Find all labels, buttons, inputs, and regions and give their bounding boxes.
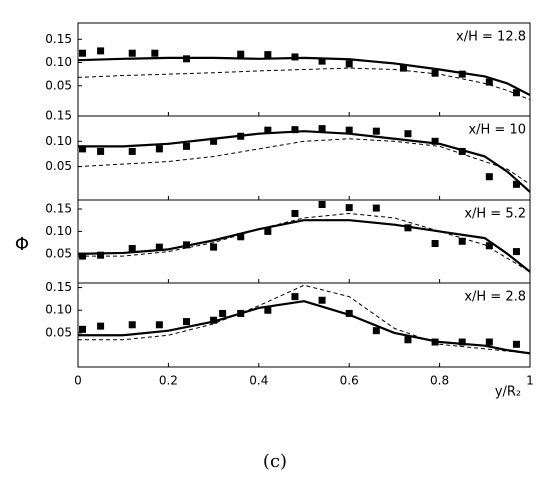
solid-line [78, 300, 531, 355]
data-point [237, 50, 245, 58]
data-point [345, 309, 353, 317]
data-point [97, 251, 105, 259]
data-point [97, 147, 105, 155]
x-tick-label: 1 [526, 374, 534, 388]
panel-frame [77, 115, 531, 201]
data-point [345, 60, 353, 68]
data-point [264, 51, 272, 59]
data-point [291, 293, 299, 301]
data-point [264, 306, 272, 314]
x-tick-label: 0.6 [340, 374, 359, 388]
y-axis-label: Φ [15, 234, 29, 255]
data-point [399, 64, 407, 72]
solid-line [78, 130, 531, 193]
annotation: x/H = 10 [468, 123, 526, 138]
data-point [155, 243, 163, 251]
data-point [318, 125, 326, 133]
data-point [404, 130, 412, 138]
y-tick-label: 0.15 [45, 109, 72, 123]
data-point [318, 200, 326, 208]
data-point [264, 227, 272, 235]
data-point [128, 244, 136, 252]
data-point [345, 204, 353, 212]
annotation: x/H = 12.8 [456, 30, 526, 45]
y-tick-label: 0.05 [45, 159, 72, 173]
x-tick-label: 0.4 [249, 374, 268, 388]
data-point [155, 321, 163, 329]
data-point [210, 243, 218, 251]
data-point [128, 321, 136, 329]
data-point [291, 209, 299, 217]
y-tick-label: 0.05 [45, 78, 72, 92]
data-point [210, 137, 218, 145]
y-tick-label: 0.15 [45, 32, 72, 46]
data-point [97, 322, 105, 330]
data-point [264, 126, 272, 134]
dashed-line [78, 212, 531, 273]
data-point [128, 147, 136, 155]
data-point [512, 248, 520, 256]
y-tick-label: 0.10 [45, 55, 72, 69]
data-point [372, 127, 380, 135]
x-tick-label: 0 [74, 374, 82, 388]
data-point [458, 338, 466, 346]
data-point [485, 338, 493, 346]
data-point [151, 49, 159, 57]
data-point [485, 242, 493, 250]
data-point [458, 147, 466, 155]
data-point [512, 180, 520, 188]
x-tick-label: 0.2 [159, 374, 178, 388]
data-point [237, 233, 245, 241]
data-point [291, 53, 299, 61]
panel-frame [77, 282, 531, 368]
annotation: x/H = 5.2 [464, 207, 526, 222]
data-point [431, 240, 439, 248]
data-point [404, 224, 412, 232]
y-tick-label: 0.05 [45, 325, 72, 339]
data-point [512, 340, 520, 348]
data-point [128, 49, 136, 57]
data-point [458, 237, 466, 245]
data-point [404, 336, 412, 344]
data-point [79, 252, 87, 260]
data-point [485, 173, 493, 181]
data-point [372, 327, 380, 335]
data-point [318, 296, 326, 304]
data-point [431, 137, 439, 145]
y-tick-label: 0.15 [45, 201, 72, 215]
dashed-line [77, 67, 531, 101]
y-tick-label: 0.10 [45, 224, 72, 238]
dashed-line [77, 138, 531, 185]
y-tick-label: 0.05 [45, 246, 72, 260]
caption: (c) [263, 451, 287, 472]
data-point [485, 78, 493, 86]
data-point [458, 70, 466, 78]
data-point [345, 126, 353, 134]
dashed-line [78, 284, 531, 354]
y-tick-label: 0.15 [45, 280, 72, 294]
data-point [97, 47, 105, 55]
data-point [182, 142, 190, 150]
data-point [210, 316, 218, 324]
data-point [79, 325, 87, 333]
data-point [219, 309, 227, 317]
data-point [182, 318, 190, 326]
y-tick-label: 0.10 [45, 303, 72, 317]
data-point [79, 49, 87, 57]
data-point [512, 89, 520, 97]
annotation: x/H = 2.8 [464, 290, 526, 305]
data-point [155, 145, 163, 153]
data-point [79, 145, 87, 153]
data-point [372, 204, 380, 212]
x-axis-label: y/R₂ [495, 385, 521, 400]
solid-line [77, 219, 531, 273]
y-tick-label: 0.10 [45, 134, 72, 148]
solid-line [77, 56, 531, 97]
data-point [318, 57, 326, 65]
data-point [291, 126, 299, 134]
x-tick-label: 0.8 [430, 374, 449, 388]
